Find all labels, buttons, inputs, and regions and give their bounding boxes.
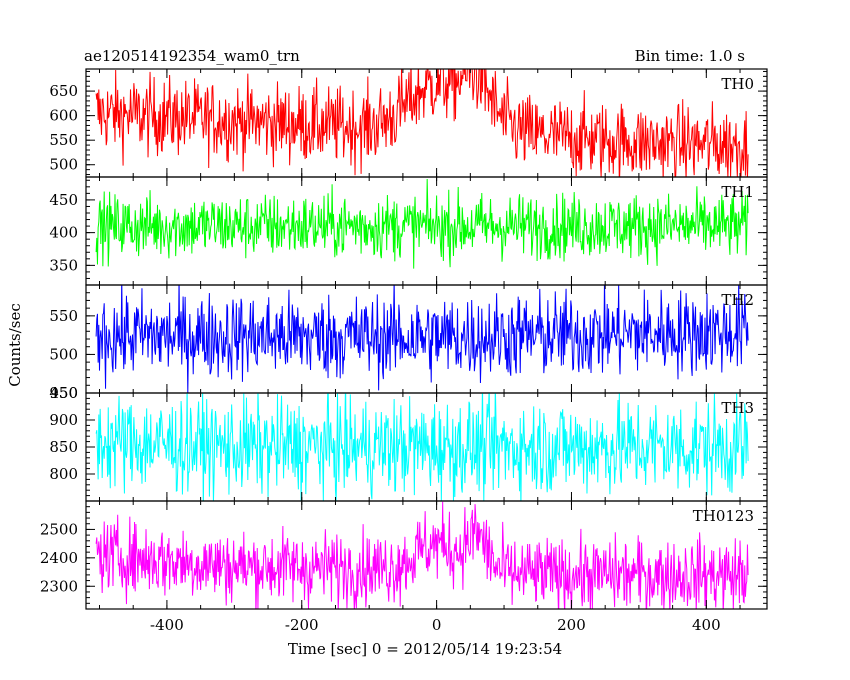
x-tick-label: 400 [692,616,721,634]
panel-label-th3: TH3 [721,399,754,417]
y-tick-label: 450 [49,191,78,209]
x-tick-label: -200 [285,616,319,634]
chart-title-left: ae120514192354_wam0_trn [84,47,300,65]
series-line-th1 [95,178,749,269]
y-tick-label: 400 [49,224,78,242]
y-tick-label: 800 [49,465,78,483]
y-tick-label: 350 [49,256,78,274]
panel-th1: 350 400 450 TH1 [49,176,768,286]
y-tick-label: 2300 [40,577,78,595]
y-tick-label: 900 [49,411,78,429]
y-tick-label: 450 [49,384,78,402]
y-tick-label: 2400 [40,549,78,567]
x-tick-label: -400 [150,616,184,634]
panels: 500 550 600 650 TH0 350 400 450 TH1 450 500 550 TH2 8… [40,68,768,634]
series-line-th2 [95,285,749,393]
series-line-th0123 [95,501,749,609]
y-tick-label: 600 [49,107,78,125]
y-tick-label: 850 [49,438,78,456]
panel-th2: 450 500 550 TH2 [49,284,768,402]
bin-time-label: Bin time: 1.0 s [635,47,745,65]
y-tick-label: 2500 [40,520,78,538]
y-tick-label: 550 [49,131,78,149]
y-tick-label: 500 [49,345,78,363]
x-tick-label: 200 [557,616,586,634]
panel-label-th0: TH0 [721,75,754,93]
panel-th0123: 2300 2400 2500 TH0123 -400 -200 0 200 400 [40,500,768,634]
panel-label-th0123: TH0123 [693,507,754,525]
panel-frame [85,500,768,610]
y-tick-label: 650 [49,82,78,100]
x-axis-label: Time [sec] 0 = 2012/05/14 19:23:54 [288,640,562,658]
y-axis-label: Counts/sec [6,303,24,387]
x-tick-label: 0 [432,616,442,634]
y-tick-label: 950 [49,384,78,402]
series-line-th3 [95,393,749,501]
y-tick-label: 550 [49,307,78,325]
series-line-th0 [95,69,749,177]
panel-label-th1: TH1 [721,183,754,201]
panel-th3: 800 850 900 950 TH3 [49,384,768,502]
panel-label-th2: TH2 [721,291,754,309]
y-tick-label: 500 [49,156,78,174]
